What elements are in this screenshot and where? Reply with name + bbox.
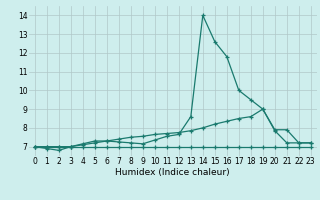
X-axis label: Humidex (Indice chaleur): Humidex (Indice chaleur) (116, 168, 230, 177)
